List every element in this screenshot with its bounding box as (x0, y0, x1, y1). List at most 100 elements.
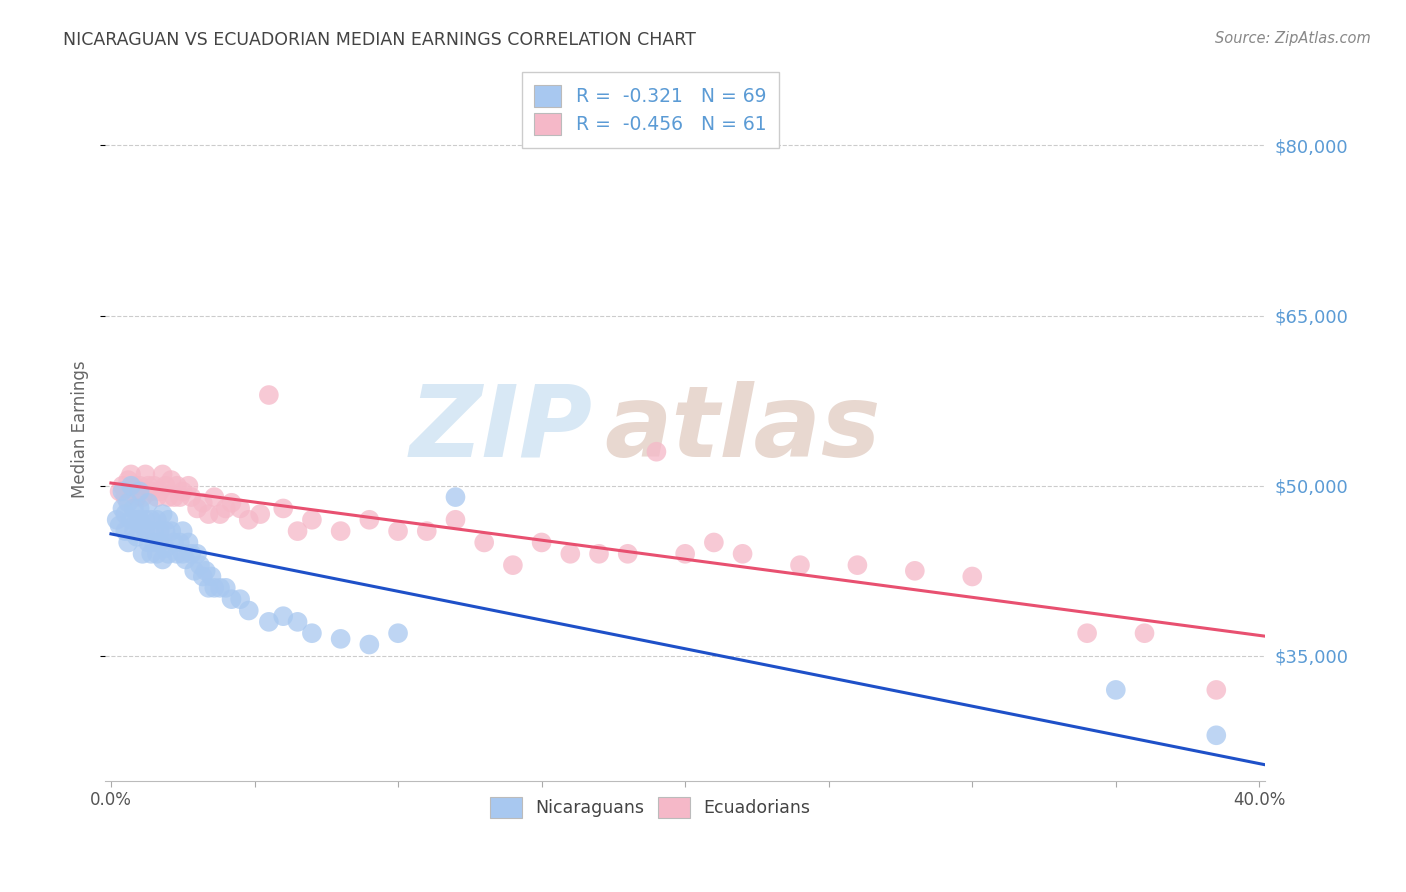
Point (1105, 682, 1128, 697)
Point (120, 479, 142, 493)
Point (146, 513, 169, 527)
Point (131, 547, 153, 561)
Point (183, 564, 205, 578)
Point (194, 564, 217, 578)
Y-axis label: Median Earnings: Median Earnings (72, 360, 89, 498)
Point (152, 507, 174, 521)
Point (155, 479, 177, 493)
Point (166, 547, 188, 561)
Point (131, 518, 153, 533)
Point (387, 626, 409, 640)
Point (152, 552, 174, 566)
Point (136, 496, 159, 510)
Point (146, 547, 169, 561)
Point (209, 507, 232, 521)
Point (209, 581, 232, 595)
Point (673, 547, 696, 561)
Point (1205, 728, 1227, 742)
Point (215, 501, 238, 516)
Point (229, 501, 252, 516)
Point (149, 535, 172, 549)
Point (731, 547, 754, 561)
Point (846, 558, 869, 573)
Point (120, 513, 142, 527)
Point (197, 507, 219, 521)
Point (502, 558, 524, 573)
Point (444, 513, 467, 527)
Point (904, 564, 927, 578)
Point (271, 609, 294, 624)
Point (120, 467, 142, 482)
Point (200, 569, 222, 583)
Legend: Nicaraguans, Ecuadorians: Nicaraguans, Ecuadorians (484, 789, 817, 825)
Point (163, 535, 186, 549)
Point (215, 581, 238, 595)
Point (191, 569, 214, 583)
Point (530, 535, 553, 549)
Point (172, 524, 194, 538)
Point (157, 547, 180, 561)
Point (141, 513, 163, 527)
Point (257, 615, 280, 629)
Point (257, 388, 280, 402)
Point (202, 581, 225, 595)
Point (329, 632, 352, 646)
Point (588, 547, 610, 561)
Point (117, 535, 139, 549)
Point (125, 513, 148, 527)
Point (131, 490, 153, 504)
Point (125, 490, 148, 504)
Point (180, 490, 202, 504)
Point (560, 547, 582, 561)
Text: Source: ZipAtlas.com: Source: ZipAtlas.com (1215, 31, 1371, 46)
Point (444, 490, 467, 504)
Point (136, 479, 159, 493)
Point (155, 541, 177, 556)
Point (359, 513, 381, 527)
Point (387, 524, 409, 538)
Point (125, 530, 148, 544)
Point (160, 473, 183, 487)
Point (122, 501, 145, 516)
Text: atlas: atlas (605, 381, 880, 477)
Point (238, 603, 260, 617)
Point (172, 547, 194, 561)
Point (249, 507, 271, 521)
Point (169, 490, 191, 504)
Point (202, 490, 225, 504)
Point (117, 473, 139, 487)
Point (221, 592, 243, 607)
Point (152, 467, 174, 482)
Point (1133, 626, 1156, 640)
Point (197, 581, 219, 595)
Text: NICARAGUAN VS ECUADORIAN MEDIAN EARNINGS CORRELATION CHART: NICARAGUAN VS ECUADORIAN MEDIAN EARNINGS… (63, 31, 696, 49)
Point (141, 547, 163, 561)
Point (157, 513, 180, 527)
Point (180, 547, 202, 561)
Point (287, 524, 309, 538)
Point (155, 524, 177, 538)
Point (114, 524, 136, 538)
Point (186, 547, 208, 561)
Point (166, 479, 188, 493)
Point (143, 535, 166, 549)
Point (143, 524, 166, 538)
Point (143, 479, 166, 493)
Point (134, 524, 156, 538)
Point (271, 501, 294, 516)
Point (149, 524, 172, 538)
Point (169, 535, 191, 549)
Point (287, 615, 309, 629)
Point (616, 547, 638, 561)
Point (329, 524, 352, 538)
Point (105, 513, 128, 527)
Point (122, 479, 145, 493)
Point (186, 501, 208, 516)
Point (128, 501, 150, 516)
Point (172, 484, 194, 499)
Point (111, 501, 134, 516)
Point (111, 479, 134, 493)
Point (146, 490, 169, 504)
Point (108, 518, 131, 533)
Point (177, 535, 200, 549)
